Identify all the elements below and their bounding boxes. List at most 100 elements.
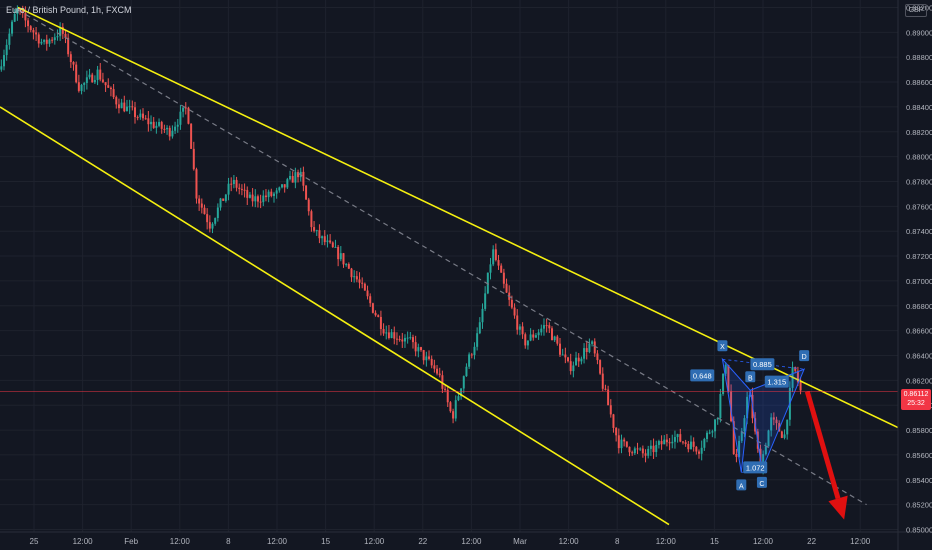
candle-body — [644, 453, 647, 456]
candle-body — [764, 446, 767, 455]
time-tick-label: 15 — [710, 537, 719, 546]
candle-body — [799, 382, 802, 391]
pattern-point-a: A — [739, 483, 744, 490]
candle-body — [67, 37, 70, 55]
candle-body — [72, 62, 75, 65]
candle-body — [623, 439, 626, 442]
candle-body — [425, 356, 428, 361]
candle-body — [596, 353, 599, 361]
candle-body — [85, 77, 88, 83]
candle-body — [561, 354, 564, 356]
pattern-point-b-tag — [745, 371, 756, 383]
channel-upper-line — [17, 6, 898, 429]
candle-body — [353, 276, 356, 278]
candle-body — [248, 194, 251, 198]
candle-body — [361, 282, 364, 284]
candle-body — [369, 296, 372, 304]
candle-body — [88, 74, 91, 78]
time-tick-label: 12:00 — [170, 537, 191, 546]
candle-body — [625, 441, 628, 447]
candle-body — [532, 334, 535, 338]
candle-body — [29, 26, 32, 31]
price-tick-label: 0.87400 — [906, 227, 932, 236]
symbol-title[interactable]: Euro / British Pound, 1h, FXCM — [6, 5, 132, 15]
candle-body — [160, 122, 163, 129]
candle-body — [147, 118, 150, 125]
candle-body — [168, 127, 171, 137]
candle-body — [56, 36, 59, 38]
pattern-point-d-tag — [799, 350, 810, 362]
candle-body — [51, 39, 54, 41]
candle-body — [240, 188, 243, 190]
pattern-point-a-tag — [736, 479, 747, 491]
candle-body — [334, 246, 337, 248]
candle-body — [123, 102, 126, 112]
channel-lower-line — [0, 106, 670, 526]
candle-body — [155, 125, 158, 128]
candle-body — [251, 194, 254, 202]
candle-body — [24, 13, 27, 21]
price-tick-label: 0.85800 — [906, 426, 932, 435]
candle-body — [0, 66, 3, 70]
time-tick-label: 8 — [226, 537, 231, 546]
candle-body — [59, 26, 62, 37]
candle-body — [21, 10, 24, 14]
candle-body — [142, 113, 145, 119]
time-tick-label: 12:00 — [267, 537, 288, 546]
candle-body — [540, 328, 543, 333]
pattern-ratio-tag — [690, 369, 715, 382]
candle-body — [61, 26, 64, 34]
candles — [0, 5, 802, 475]
candle-body — [665, 439, 668, 443]
candle-body — [313, 227, 316, 231]
channel-midline — [17, 9, 867, 506]
time-tick-label: 8 — [615, 537, 620, 546]
currency-label[interactable]: GBP — [905, 4, 927, 17]
candle-body — [631, 452, 634, 454]
candle-body — [575, 357, 578, 366]
time-tick-label: Feb — [124, 537, 138, 546]
candle-body — [775, 419, 778, 424]
candle-body — [473, 346, 476, 356]
candle-body — [433, 365, 436, 369]
candle-body — [182, 107, 185, 112]
candle-body — [190, 123, 193, 149]
candle-body — [393, 332, 396, 339]
candle-body — [711, 431, 714, 433]
candle-body — [267, 191, 270, 198]
candle-body — [323, 236, 326, 243]
time-tick-label: 12:00 — [73, 537, 94, 546]
candle-body — [246, 190, 249, 198]
candle-body — [494, 249, 497, 261]
candle-body — [131, 106, 134, 108]
candle-body — [224, 194, 227, 201]
candle-body — [516, 315, 519, 330]
candle-body — [398, 339, 401, 341]
candle-body — [580, 358, 583, 362]
last-price-badge: 0.86112 25:32 — [901, 389, 931, 410]
candle-body — [484, 293, 487, 309]
pattern-ratio-line — [722, 358, 805, 370]
candle-body — [497, 260, 500, 266]
candle-body — [11, 21, 14, 34]
candle-body — [216, 207, 219, 219]
candle-body — [310, 211, 313, 228]
candle-body — [326, 240, 329, 243]
pattern-ratio-tag — [743, 461, 768, 474]
candle-body — [529, 334, 532, 341]
candle-body — [184, 107, 187, 109]
candle-body — [256, 196, 259, 202]
pattern-point-c: C — [759, 481, 764, 488]
candle-body — [382, 329, 385, 334]
harmonic-pattern: X A B C D 0.648 0.885 1.315 1.072 — [690, 340, 810, 491]
candle-body — [526, 340, 529, 346]
candle-body — [112, 89, 115, 98]
time-tick-label: 12:00 — [364, 537, 385, 546]
candle-body — [403, 337, 406, 342]
candle-body — [331, 242, 334, 248]
candle-body — [358, 279, 361, 283]
candle-body — [620, 439, 623, 449]
candle-body — [478, 322, 481, 334]
